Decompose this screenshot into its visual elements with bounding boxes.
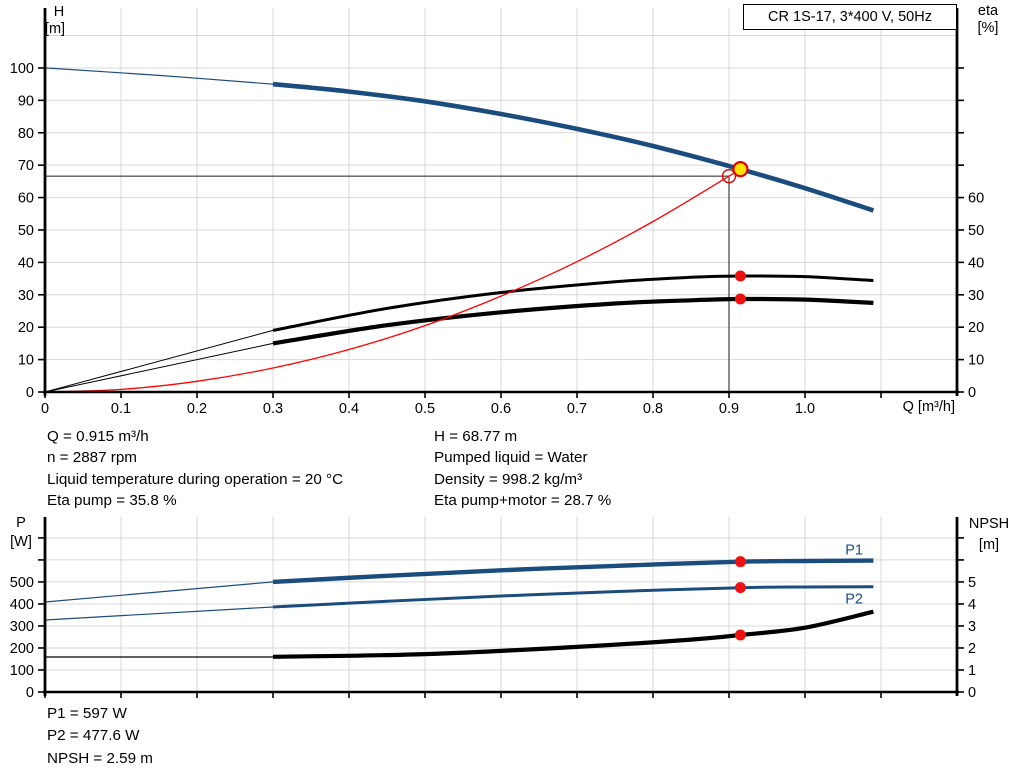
tick-label: 0 xyxy=(41,401,49,417)
p1-curve xyxy=(272,558,874,585)
tick-label: 0.4 xyxy=(339,401,359,417)
system-curve xyxy=(44,168,741,393)
info-line: Q = 0.915 m³/h xyxy=(47,428,149,445)
eta-pump-motor-point xyxy=(734,293,746,305)
tick-label: 500 xyxy=(10,575,34,591)
left-axis-unit: [m] xyxy=(44,21,66,37)
info-line: Liquid temperature during operation = 20… xyxy=(47,470,344,488)
tick-label: 0 xyxy=(26,685,34,701)
tick-label: 30 xyxy=(968,288,984,304)
tick-label: 0.8 xyxy=(643,401,663,417)
tick-label: 0 xyxy=(26,385,34,401)
tick-label: 200 xyxy=(10,641,34,657)
info-line: Eta pump+motor = 28.7 % xyxy=(434,492,612,510)
left-axis-title: H xyxy=(53,4,65,20)
tick-label: 10 xyxy=(968,353,984,369)
eta-pump-extension xyxy=(44,329,274,393)
eta-pump-point xyxy=(734,270,746,282)
power-info: P1 = 597 W P2 = 477.6 W NPSH = 2.59 m xyxy=(47,703,153,770)
npsh-point xyxy=(734,629,746,641)
tick-label: 300 xyxy=(10,619,34,635)
tick-label: 20 xyxy=(18,320,34,336)
eta-pump-motor-extension xyxy=(44,342,274,393)
requested-duty-point[interactable] xyxy=(721,168,737,184)
tick-label: 2 xyxy=(968,641,976,657)
p2-point xyxy=(734,582,746,594)
tick-label: 3 xyxy=(968,619,976,635)
tick-label: 40 xyxy=(18,255,34,271)
power-axis-unit: [W] xyxy=(10,534,32,550)
tick-label: 0.5 xyxy=(415,401,435,417)
tick-label: 400 xyxy=(10,597,34,613)
duty-info-right: H = 68.77 m Pumped liquid = Water Densit… xyxy=(434,426,611,512)
p2-curve-label: P2 xyxy=(845,591,863,607)
duty-info-left: Q = 0.915 m³/h n = 2887 rpm Liquid tempe… xyxy=(47,426,343,512)
info-line: Pumped liquid = Water xyxy=(434,449,588,467)
right-axis-unit: [%] xyxy=(977,20,999,36)
info-line: Density = 998.2 kg/m³ xyxy=(434,470,583,488)
p1-curve-extension xyxy=(44,581,274,603)
p2-curve xyxy=(272,585,874,609)
npsh-axis-unit: [m] xyxy=(978,537,1000,553)
duty-point[interactable] xyxy=(732,161,749,178)
p1-point xyxy=(734,556,746,568)
tick-label: 100 xyxy=(10,663,34,679)
tick-label: 5 xyxy=(968,575,976,591)
tick-label: 0 xyxy=(968,385,976,401)
pump-model-box: CR 1S-17, 3*400 V, 50Hz xyxy=(743,4,957,30)
tick-label: 0.2 xyxy=(187,401,207,417)
tick-label: 40 xyxy=(968,255,984,271)
info-line: P1 = 597 W xyxy=(47,705,127,722)
tick-label: 0 xyxy=(968,685,976,701)
tick-label: 0.7 xyxy=(567,401,587,417)
npsh-curve xyxy=(272,609,874,659)
tick-label: 1.0 xyxy=(795,401,815,417)
head-curve-extension xyxy=(44,67,274,85)
eta-pump-motor-curve xyxy=(272,296,874,346)
tick-label: 60 xyxy=(18,191,34,207)
info-line: P2 = 477.6 W xyxy=(47,727,140,745)
p1-curve-label: P1 xyxy=(845,542,863,558)
tick-label: 30 xyxy=(18,288,34,304)
tick-label: 0.6 xyxy=(491,401,511,417)
tick-label: 0.9 xyxy=(719,401,739,417)
head-curve xyxy=(272,81,875,213)
power-npsh-chart: 0 100 200 300 400 500 0 1 2 3 4 5 P1 P2 xyxy=(10,517,976,701)
right-axis-title: eta xyxy=(977,3,999,19)
info-line: H = 68.77 m xyxy=(434,428,518,445)
tick-label: 100 xyxy=(10,61,34,77)
tick-label: 4 xyxy=(968,597,976,613)
tick-label: 10 xyxy=(18,353,34,369)
info-line: NPSH = 2.59 m xyxy=(47,749,153,767)
tick-label: 0.1 xyxy=(111,401,131,417)
power-axis-title: P xyxy=(16,515,26,531)
tick-label: 60 xyxy=(968,191,984,207)
info-line: n = 2887 rpm xyxy=(47,449,137,467)
tick-label: 90 xyxy=(18,93,34,109)
tick-label: 20 xyxy=(968,320,984,336)
tick-label: 0.3 xyxy=(263,401,283,417)
tick-label: 50 xyxy=(968,223,984,239)
npsh-axis-title: NPSH xyxy=(968,516,1010,532)
info-line: Eta pump = 35.8 % xyxy=(47,492,177,510)
tick-label: 80 xyxy=(18,126,34,142)
eta-pump-curve xyxy=(272,274,874,332)
qh-efficiency-chart: 0 10 20 30 40 50 60 70 80 90 100 0 10 20 30 40 50 60 0 0.1 0… xyxy=(10,8,984,417)
tick-label: 50 xyxy=(18,223,34,239)
tick-label: 1 xyxy=(968,663,976,679)
p2-curve-extension xyxy=(44,606,274,621)
x-axis-title: Q [m³/h] xyxy=(902,399,955,415)
tick-label: 70 xyxy=(18,158,34,174)
